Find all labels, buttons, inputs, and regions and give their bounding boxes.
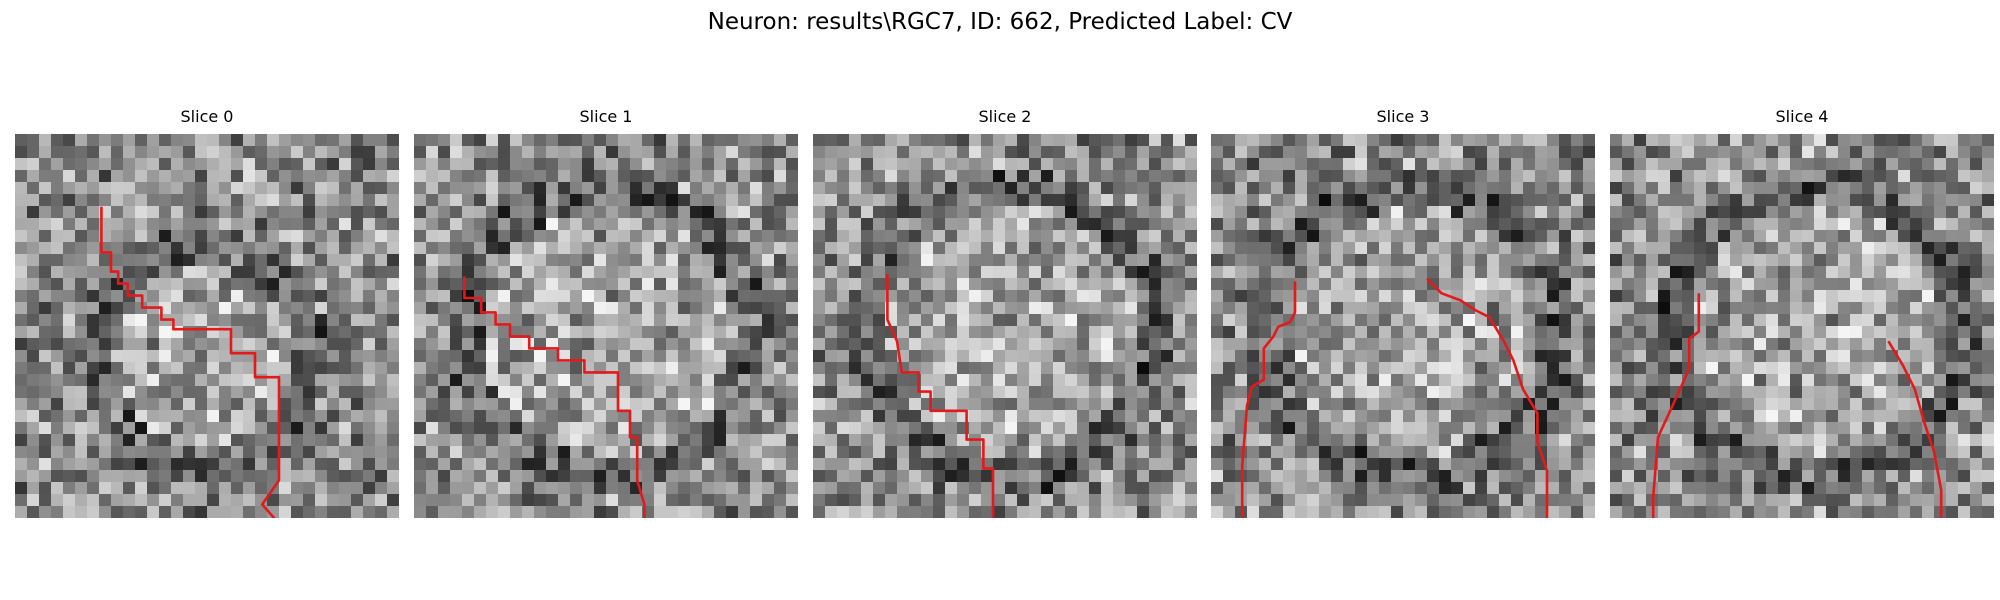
- slice-image: [15, 134, 399, 518]
- slice-title: Slice 3: [1376, 107, 1430, 126]
- segmentation-contour: [1240, 277, 1549, 518]
- slice-title: Slice 4: [1775, 107, 1829, 126]
- segmentation-contour: [100, 206, 281, 518]
- slice-panel-1: Slice 1: [414, 106, 798, 518]
- segmentation-contour: [1651, 293, 1943, 518]
- slice-panel-2: Slice 2: [813, 106, 1197, 518]
- slice-image: [1211, 134, 1595, 518]
- slice-title: Slice 1: [579, 107, 633, 126]
- segmentation-contour: [463, 276, 646, 518]
- slice-title: Slice 0: [180, 107, 234, 126]
- slice-image: [1610, 134, 1994, 518]
- figure-title: Neuron: results\RGC7, ID: 662, Predicted…: [707, 9, 1293, 35]
- slice-image: [813, 134, 1197, 518]
- slice-panel-3: Slice 3: [1211, 106, 1595, 518]
- slice-title: Slice 2: [978, 107, 1032, 126]
- segmentation-contour: [886, 274, 995, 518]
- slice-panel-0: Slice 0: [15, 106, 399, 518]
- slice-panel-4: Slice 4: [1610, 106, 1994, 518]
- slice-image: [414, 134, 798, 518]
